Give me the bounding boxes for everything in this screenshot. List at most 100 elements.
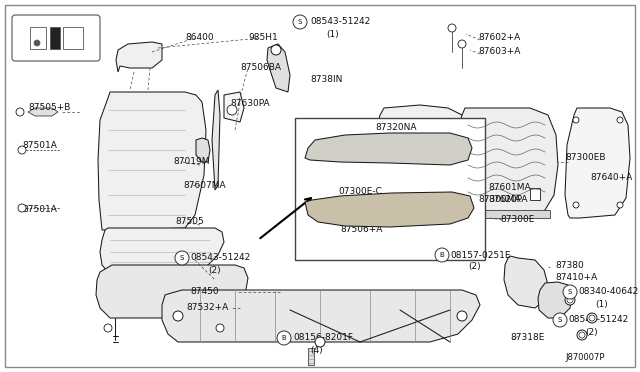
Circle shape — [16, 108, 24, 116]
Polygon shape — [452, 108, 558, 218]
Text: (1): (1) — [326, 29, 339, 38]
Polygon shape — [196, 138, 210, 162]
Text: 87300MA: 87300MA — [478, 196, 520, 205]
Polygon shape — [212, 90, 220, 190]
Circle shape — [589, 315, 595, 321]
Circle shape — [617, 202, 623, 208]
Bar — [63, 27, 83, 49]
Text: 87019M: 87019M — [173, 157, 209, 167]
Text: J870007P: J870007P — [565, 353, 605, 362]
Text: 876110A: 876110A — [412, 205, 452, 215]
Circle shape — [563, 285, 577, 299]
Circle shape — [173, 311, 183, 321]
Text: 87640+A: 87640+A — [590, 173, 632, 183]
Polygon shape — [116, 42, 162, 72]
Text: 87300EB: 87300EB — [565, 154, 605, 163]
Circle shape — [175, 251, 189, 265]
Text: (2): (2) — [585, 327, 598, 337]
Polygon shape — [100, 228, 224, 272]
Text: (2): (2) — [208, 266, 221, 275]
Circle shape — [567, 297, 573, 303]
Text: 86400: 86400 — [185, 33, 214, 42]
Polygon shape — [98, 92, 206, 230]
Polygon shape — [538, 282, 572, 318]
Text: 08543-51242: 08543-51242 — [190, 253, 250, 263]
Text: 08543-51242: 08543-51242 — [568, 315, 628, 324]
Text: 87630PA: 87630PA — [230, 99, 269, 108]
Circle shape — [587, 313, 597, 323]
Polygon shape — [465, 210, 550, 218]
Polygon shape — [372, 105, 464, 218]
Circle shape — [18, 204, 26, 212]
Polygon shape — [305, 133, 472, 165]
Circle shape — [458, 40, 466, 48]
FancyBboxPatch shape — [12, 15, 100, 61]
Text: 8738lN: 8738lN — [310, 76, 342, 84]
Text: 87532+A: 87532+A — [186, 304, 228, 312]
Circle shape — [617, 117, 623, 123]
Text: 87450: 87450 — [190, 288, 219, 296]
Text: B: B — [440, 252, 444, 258]
Circle shape — [457, 311, 467, 321]
Text: S: S — [180, 255, 184, 261]
Circle shape — [577, 330, 587, 340]
Text: 87505: 87505 — [175, 218, 204, 227]
Text: 87301MA: 87301MA — [340, 211, 383, 219]
Circle shape — [573, 117, 579, 123]
Text: 87501A: 87501A — [22, 141, 57, 150]
Text: (2): (2) — [468, 263, 481, 272]
Text: S: S — [568, 289, 572, 295]
Text: 87300E: 87300E — [500, 215, 534, 224]
Circle shape — [104, 324, 112, 332]
Circle shape — [565, 295, 575, 305]
Text: (1): (1) — [595, 299, 608, 308]
Bar — [30, 27, 46, 49]
Polygon shape — [224, 92, 244, 122]
Text: 87603+A: 87603+A — [478, 48, 520, 57]
Text: 08543-51242: 08543-51242 — [310, 17, 371, 26]
Circle shape — [18, 146, 26, 154]
Polygon shape — [267, 44, 290, 92]
Text: 87380: 87380 — [555, 260, 584, 269]
Text: 08340-40642: 08340-40642 — [578, 288, 638, 296]
Circle shape — [553, 313, 567, 327]
Polygon shape — [162, 290, 480, 342]
Text: S: S — [558, 317, 562, 323]
Polygon shape — [565, 108, 630, 218]
Polygon shape — [530, 188, 540, 200]
Polygon shape — [504, 256, 548, 308]
Circle shape — [579, 332, 585, 338]
Text: 87506+A: 87506+A — [340, 225, 382, 234]
Bar — [295, 118, 485, 260]
Polygon shape — [28, 108, 58, 116]
Text: 07300E-C: 07300E-C — [338, 187, 382, 196]
Text: B: B — [282, 335, 286, 341]
Bar — [50, 27, 60, 49]
Text: 87506BA: 87506BA — [240, 64, 281, 73]
Text: 87501A: 87501A — [22, 205, 57, 215]
Circle shape — [573, 202, 579, 208]
Circle shape — [271, 45, 281, 55]
Text: 08156-8201F: 08156-8201F — [293, 334, 353, 343]
Text: S: S — [298, 19, 302, 25]
Circle shape — [34, 40, 40, 46]
Text: 873110A: 873110A — [342, 145, 383, 154]
Text: 985H1: 985H1 — [248, 33, 278, 42]
Text: 87505+B: 87505+B — [28, 103, 70, 112]
Circle shape — [277, 331, 291, 345]
Polygon shape — [308, 348, 314, 365]
Circle shape — [227, 105, 237, 115]
Polygon shape — [305, 192, 474, 227]
Circle shape — [293, 15, 307, 29]
Text: 87620PA: 87620PA — [488, 196, 527, 205]
Text: 87601MA: 87601MA — [488, 183, 531, 192]
Circle shape — [315, 337, 325, 347]
Text: 87320NA: 87320NA — [375, 124, 417, 132]
Text: 87410+A: 87410+A — [555, 273, 597, 282]
Circle shape — [216, 324, 224, 332]
Text: 87602+A: 87602+A — [478, 33, 520, 42]
Text: (4): (4) — [310, 346, 323, 355]
Text: 87318E: 87318E — [510, 334, 545, 343]
Polygon shape — [96, 265, 248, 318]
Circle shape — [448, 24, 456, 32]
